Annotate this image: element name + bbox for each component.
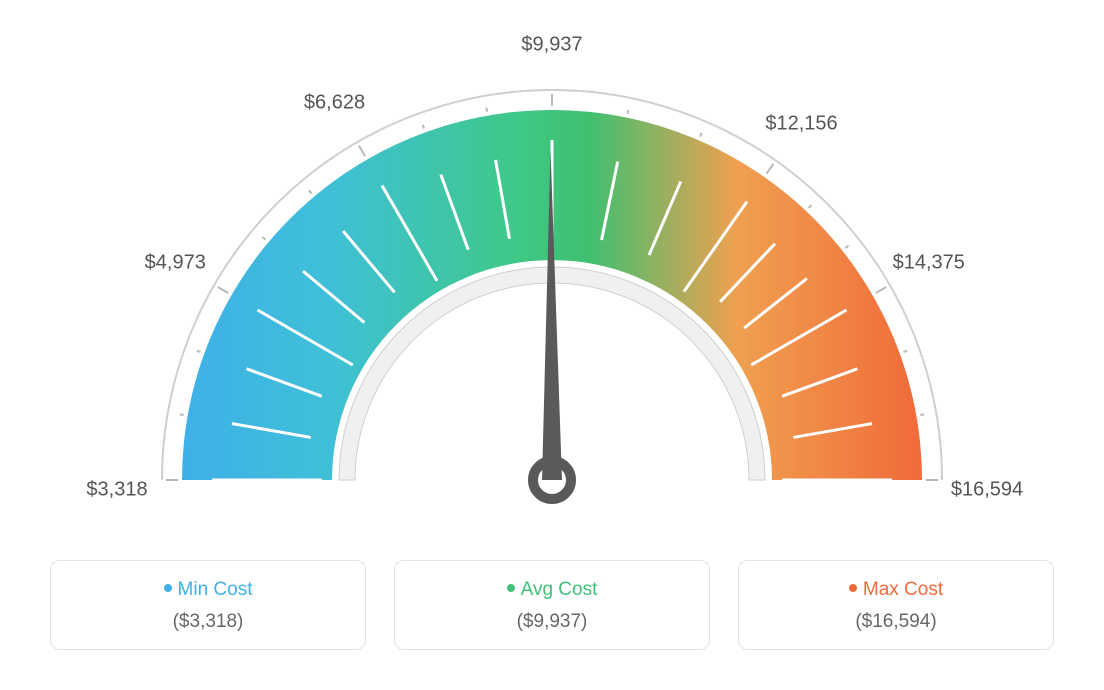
legend-title-max: Max Cost — [749, 579, 1043, 601]
gauge-tick-label: $3,318 — [86, 479, 147, 502]
legend-value-avg: ($9,937) — [405, 611, 699, 633]
legend-card-max: Max Cost ($16,594) — [738, 560, 1054, 650]
legend-value-min: ($3,318) — [61, 611, 355, 633]
gauge-tick-label: $6,628 — [304, 92, 365, 115]
gauge-tick-label: $9,937 — [521, 34, 582, 57]
legend-card-min: Min Cost ($3,318) — [50, 560, 366, 650]
dot-icon — [507, 584, 515, 592]
legend-title-min: Min Cost — [61, 579, 355, 601]
legend-card-avg: Avg Cost ($9,937) — [394, 560, 710, 650]
legend-row: Min Cost ($3,318) Avg Cost ($9,937) Max … — [20, 560, 1084, 650]
legend-title-avg-text: Avg Cost — [521, 579, 598, 600]
legend-title-max-text: Max Cost — [863, 579, 943, 600]
dot-icon — [849, 584, 857, 592]
gauge-tick-label: $14,375 — [893, 251, 965, 274]
gauge-svg — [22, 20, 1082, 540]
gauge-tick-label: $16,594 — [951, 479, 1023, 502]
cost-gauge-chart: $3,318 $4,973 $6,628 $9,937 $12,156 $14,375 $1… — [22, 20, 1082, 540]
legend-title-min-text: Min Cost — [178, 579, 253, 600]
legend-value-max: ($16,594) — [749, 611, 1043, 633]
gauge-tick-label: $4,973 — [145, 251, 206, 274]
gauge-tick-label: $12,156 — [765, 112, 837, 135]
legend-title-avg: Avg Cost — [405, 579, 699, 601]
dot-icon — [164, 584, 172, 592]
